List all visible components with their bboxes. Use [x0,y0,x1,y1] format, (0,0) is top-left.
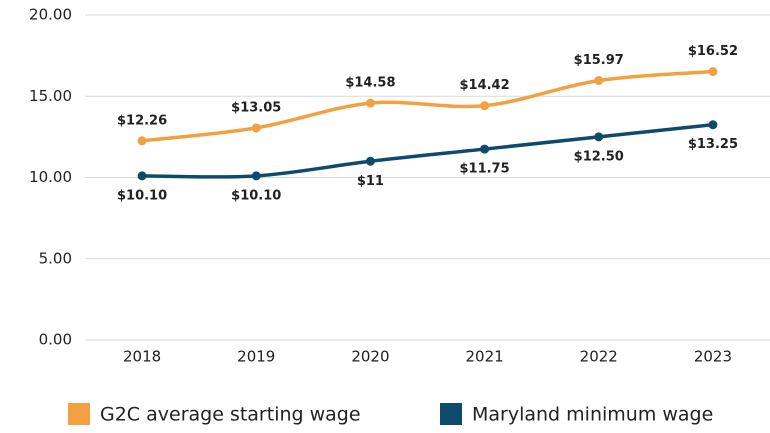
x-tick-label: 2018 [123,348,161,366]
legend-label: G2C average starting wage [100,404,361,426]
data-label: $14.42 [459,78,509,93]
y-tick-label: 5.00 [39,249,72,267]
data-point [137,171,147,181]
data-label: $11.75 [459,162,509,177]
y-tick-label: 15.00 [29,87,72,105]
data-point [708,120,718,130]
x-tick-label: 2020 [351,348,389,366]
x-tick-label: 2023 [694,348,732,366]
data-point [365,156,375,166]
data-label: $12.26 [117,113,167,128]
data-label: $10.10 [117,188,167,203]
data-label: $11 [357,174,384,189]
x-tick-label: 2021 [465,348,503,366]
data-point [251,123,261,133]
data-point [708,67,718,77]
legend-swatch [440,403,462,425]
data-label: $12.50 [574,149,624,164]
data-point [251,171,261,181]
data-label: $16.52 [688,44,738,59]
data-point [365,98,375,108]
data-point [594,132,604,142]
data-label: $14.58 [345,76,395,91]
y-tick-label: 10.00 [29,168,72,186]
legend-label: Maryland minimum wage [472,404,713,426]
series-line [141,69,714,143]
legend-swatch [68,403,90,425]
series-line [142,122,714,179]
y-tick-label: 20.00 [29,6,72,24]
data-label: $13.05 [231,100,281,115]
data-point [137,136,147,146]
data-point [480,101,490,111]
x-tick-label: 2022 [580,348,618,366]
data-point [594,75,604,85]
data-label: $13.25 [688,137,738,152]
data-label: $15.97 [574,53,624,68]
data-point [480,144,490,154]
y-tick-label: 0.00 [39,331,72,349]
x-tick-label: 2019 [237,348,275,366]
data-label: $10.10 [231,188,281,203]
